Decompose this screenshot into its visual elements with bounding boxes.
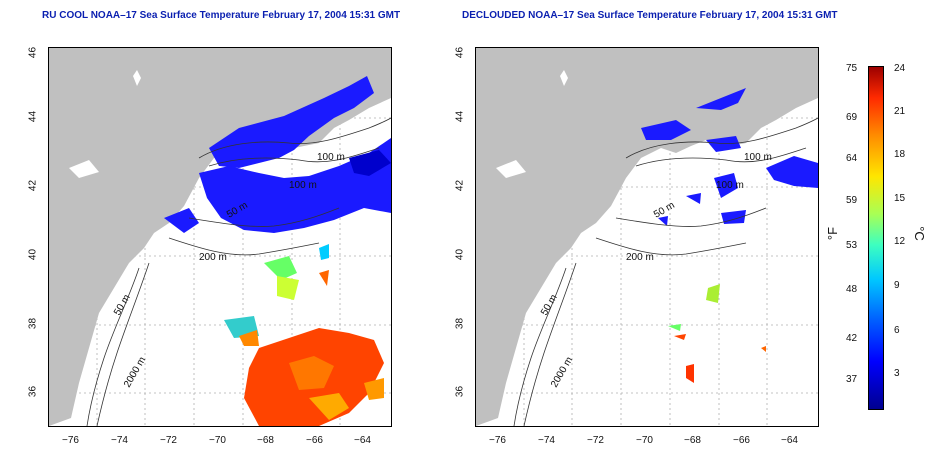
x-tick: −64 [781,435,798,446]
contour-label-2000m: 2000 m [122,355,148,389]
right-map-canvas: 100 m 100 m 50 m 200 m 50 m 2000 m [476,48,818,426]
y-tick: 38 [27,317,39,330]
y-tick: 40 [454,248,466,261]
c-label: 12 [894,236,906,247]
x-tick: −68 [684,435,701,446]
c-label: 15 [894,193,906,204]
warm-sst-patches [224,244,384,426]
f-label: 69 [846,112,858,123]
contour-label-100m-b: 100 m [716,180,744,191]
x-tick: −72 [160,435,177,446]
f-label: 42 [846,333,858,344]
x-tick: −76 [489,435,506,446]
contour-label-50m-b: 50 m [112,293,133,318]
right-sst-map: 100 m 100 m 50 m 200 m 50 m 2000 m [475,47,819,427]
x-tick: −74 [538,435,555,446]
y-tick: 46 [27,46,39,59]
c-label: 6 [894,325,900,336]
land-mass [49,48,391,426]
f-label: 37 [846,374,858,385]
x-tick: −66 [733,435,750,446]
x-tick: −74 [111,435,128,446]
x-tick: −72 [587,435,604,446]
c-label: 24 [894,63,906,74]
f-label: 48 [846,284,858,295]
contour-label-100m-b: 100 m [289,180,317,191]
y-tick: 36 [27,385,39,398]
contour-label-200m: 200 m [199,252,227,263]
y-tick: 44 [454,110,466,123]
c-label: 9 [894,280,900,291]
fahrenheit-unit-label: °F [825,226,841,241]
y-tick: 42 [454,179,466,192]
c-label: 3 [894,368,900,379]
contour-label-50m-b: 50 m [539,293,560,318]
c-label: 21 [894,106,906,117]
f-label: 59 [846,195,858,206]
cold-sst-patches [641,88,818,226]
f-label: 64 [846,153,858,164]
contour-label-100m: 100 m [317,152,345,163]
left-sst-map: 100 m 100 m 50 m 200 m 50 m 2000 m [48,47,392,427]
y-tick: 36 [454,385,466,398]
y-tick: 44 [27,110,39,123]
temperature-colorbar [868,66,884,410]
right-map-title: DECLOUDED NOAA–17 Sea Surface Temperatur… [462,10,838,21]
bathymetry-contours [86,117,391,426]
cold-sst-patches [164,76,391,233]
x-tick: −70 [209,435,226,446]
contour-label-100m: 100 m [744,152,772,163]
contour-label-200m: 200 m [626,252,654,263]
y-tick: 40 [27,248,39,261]
x-tick: −68 [257,435,274,446]
y-tick: 38 [454,317,466,330]
x-tick: −70 [636,435,653,446]
c-label: 18 [894,149,906,160]
bathymetry-contours [513,117,818,426]
left-map-canvas: 100 m 100 m 50 m 200 m 50 m 2000 m [49,48,391,426]
f-label: 53 [846,240,858,251]
left-map-title: RU COOL NOAA–17 Sea Surface Temperature … [42,10,401,21]
warm-sst-patches [668,284,766,383]
contour-label-2000m: 2000 m [549,355,575,389]
x-tick: −76 [62,435,79,446]
f-label: 75 [846,63,858,74]
x-tick: −64 [354,435,371,446]
y-tick: 46 [454,46,466,59]
y-tick: 42 [27,179,39,192]
x-tick: −66 [306,435,323,446]
celsius-unit-label: °C [911,226,927,241]
